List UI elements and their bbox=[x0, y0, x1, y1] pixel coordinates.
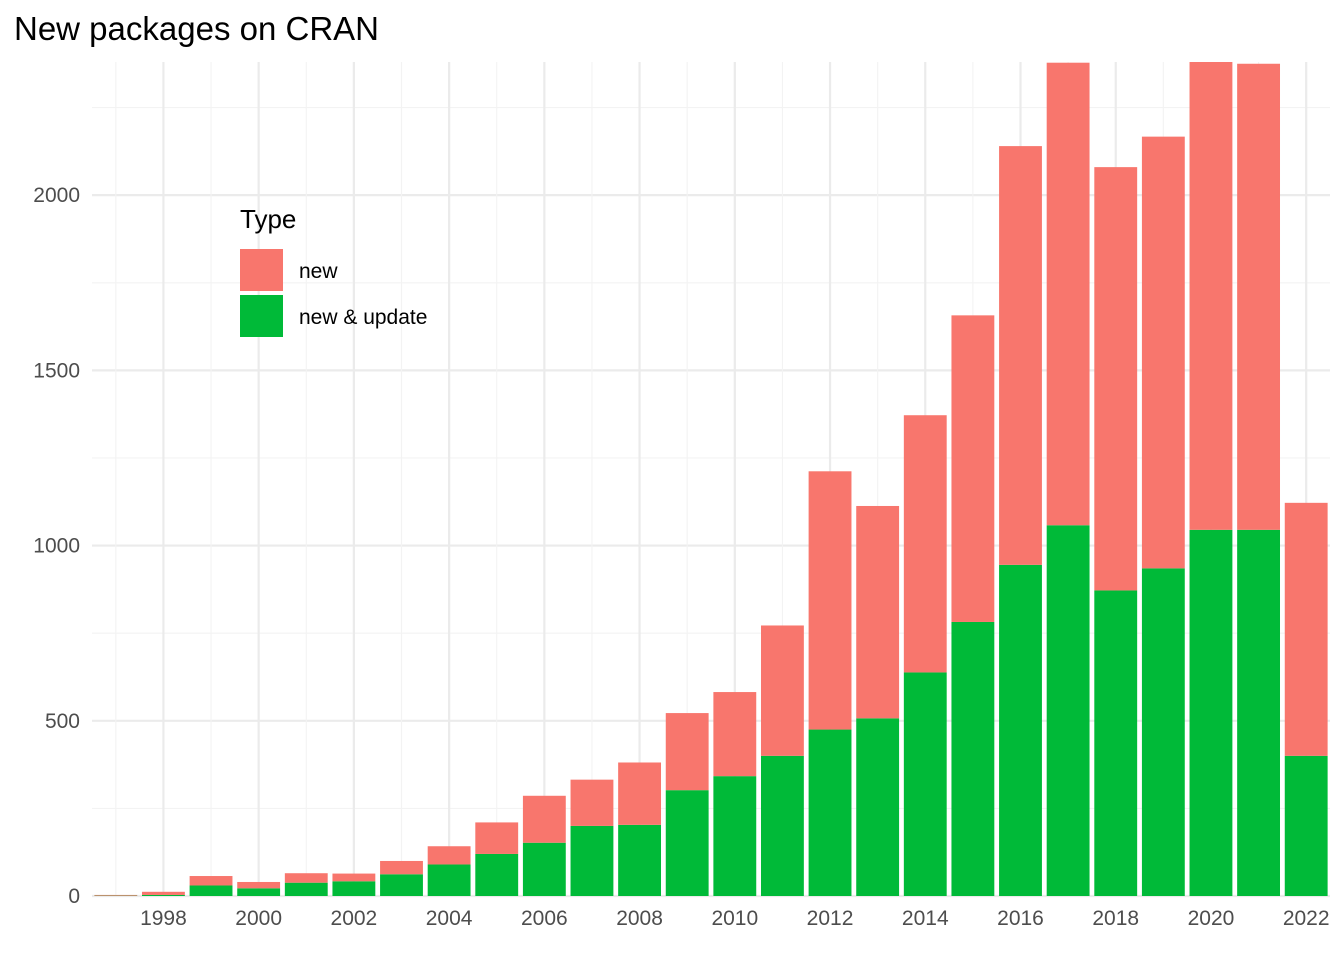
bar-new-update-2005 bbox=[475, 853, 519, 896]
bar-new-2016 bbox=[999, 146, 1042, 565]
x-axis-ticks: 1998 2000 2002 2004 2006 2008 2010 2012 2014 2016… bbox=[140, 907, 1329, 930]
x-tick-label: 2002 bbox=[331, 907, 378, 930]
legend-key-new-update bbox=[240, 295, 283, 337]
bar-new-2008 bbox=[618, 762, 662, 825]
bar-new-update-2019 bbox=[1141, 568, 1185, 896]
bar-new-update-2003 bbox=[380, 874, 423, 896]
bar-new-2019 bbox=[1141, 136, 1185, 569]
bar-new-update-2006 bbox=[522, 842, 566, 896]
bar-new-update-2013 bbox=[856, 718, 900, 896]
bar-new-2015 bbox=[951, 315, 995, 622]
bar-new-update-2000 bbox=[237, 888, 281, 896]
bar-new-2013 bbox=[856, 505, 900, 719]
bar-new-update-2015 bbox=[951, 621, 995, 896]
y-tick-label: 2000 bbox=[33, 184, 80, 207]
bars bbox=[94, 62, 1328, 896]
x-tick-label: 2016 bbox=[997, 907, 1044, 930]
bar-new-update-2008 bbox=[618, 824, 662, 896]
bar-new-update-2011 bbox=[760, 755, 804, 896]
x-tick-label: 2020 bbox=[1188, 907, 1235, 930]
bar-new-update-1998 bbox=[141, 894, 185, 896]
bar-new-update-2018 bbox=[1094, 590, 1138, 896]
bar-new-update-2001 bbox=[284, 882, 328, 896]
y-tick-label: 1500 bbox=[33, 359, 80, 382]
legend: Type new new & update bbox=[240, 204, 427, 337]
bar-new-2010 bbox=[713, 692, 757, 777]
bar-new-update-2016 bbox=[999, 564, 1042, 896]
x-tick-label: 2018 bbox=[1092, 907, 1139, 930]
bar-new-1999 bbox=[189, 876, 233, 886]
x-tick-label: 2000 bbox=[235, 907, 282, 930]
bar-new-update-2017 bbox=[1046, 525, 1090, 896]
bar-new-2011 bbox=[760, 625, 804, 756]
bar-new-update-2007 bbox=[570, 825, 614, 896]
bar-new-2020 bbox=[1189, 62, 1233, 530]
y-tick-label: 1000 bbox=[33, 535, 80, 558]
bar-new-2005 bbox=[475, 822, 519, 854]
bar-new-2017 bbox=[1046, 62, 1090, 526]
bar-new-2006 bbox=[522, 795, 566, 843]
bar-new-2000 bbox=[237, 881, 281, 889]
bar-new-2002 bbox=[332, 873, 376, 882]
x-tick-label: 2014 bbox=[902, 907, 949, 930]
bar-new-update-2004 bbox=[427, 864, 471, 896]
bar-new-2012 bbox=[808, 471, 852, 730]
y-tick-label: 0 bbox=[68, 885, 80, 908]
x-tick-label: 2004 bbox=[426, 907, 473, 930]
legend-title: Type bbox=[240, 204, 296, 234]
bar-new-2021 bbox=[1237, 63, 1281, 530]
bar-new-2004 bbox=[427, 846, 471, 865]
bar-new-2009 bbox=[665, 713, 709, 791]
x-tick-label: 2006 bbox=[521, 907, 568, 930]
bar-new-2014 bbox=[903, 415, 947, 673]
x-tick-label: 1998 bbox=[140, 907, 187, 930]
bar-new-2007 bbox=[570, 779, 614, 826]
x-tick-label: 2022 bbox=[1283, 907, 1330, 930]
bar-new-2022 bbox=[1284, 502, 1328, 756]
bar-new-update-1999 bbox=[189, 885, 233, 896]
bar-new-2018 bbox=[1094, 167, 1138, 591]
bar-new-2003 bbox=[380, 860, 423, 875]
bar-new-update-2014 bbox=[903, 672, 947, 896]
y-tick-label: 500 bbox=[45, 710, 80, 733]
bar-new-update-2020 bbox=[1189, 529, 1233, 896]
x-tick-label: 2012 bbox=[807, 907, 854, 930]
legend-label-new: new bbox=[299, 260, 338, 283]
bar-new-update-2002 bbox=[332, 881, 376, 896]
bar-new-update-2012 bbox=[808, 729, 852, 896]
bar-new-update-2009 bbox=[665, 790, 709, 896]
bar-new-2001 bbox=[284, 873, 328, 883]
legend-key-new bbox=[240, 249, 283, 291]
bar-new-update-2010 bbox=[713, 776, 757, 896]
x-tick-label: 2008 bbox=[616, 907, 663, 930]
legend-label-new-update: new & update bbox=[299, 306, 427, 329]
bar-new-update-2021 bbox=[1237, 529, 1281, 896]
chart-title: New packages on CRAN bbox=[14, 10, 379, 47]
bar-new-1997 bbox=[94, 894, 138, 896]
y-axis-ticks: 0 500 1000 1500 2000 bbox=[33, 184, 80, 908]
bar-new-update-2022 bbox=[1284, 755, 1328, 896]
x-tick-label: 2010 bbox=[711, 907, 758, 930]
bar-new-1998 bbox=[141, 891, 185, 895]
